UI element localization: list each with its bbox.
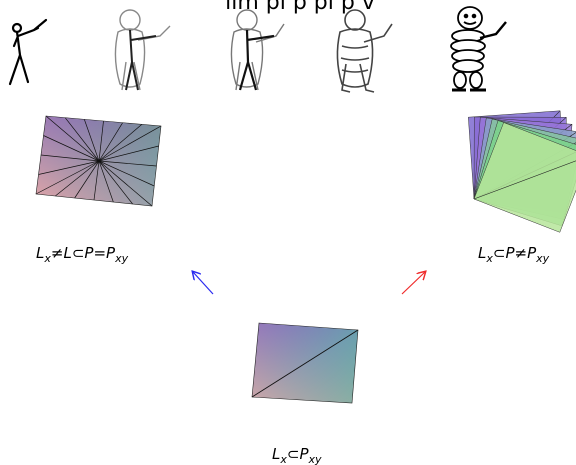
sketch-figure-icon (114, 9, 171, 91)
left-arrow (193, 272, 214, 295)
bottom-panel (251, 322, 359, 404)
left-panel (35, 115, 162, 207)
fan-sheet (473, 122, 576, 233)
mascot-figure-icon (450, 6, 507, 92)
fan-diagonal (473, 160, 576, 200)
stick-figure-icon (8, 18, 48, 86)
partial-figure-icon (230, 9, 285, 91)
right-panel (468, 110, 576, 233)
right-label: Lx⊂P≠Pxy (478, 244, 550, 265)
left-label: Lx≠L⊂P=Pxy (36, 244, 129, 265)
title-partial: lim pl p pl p v (225, 0, 375, 15)
right-arrow (401, 272, 425, 295)
bottom-label: Lx⊂Pxy (272, 445, 322, 465)
shaded-figure-icon (336, 9, 393, 93)
